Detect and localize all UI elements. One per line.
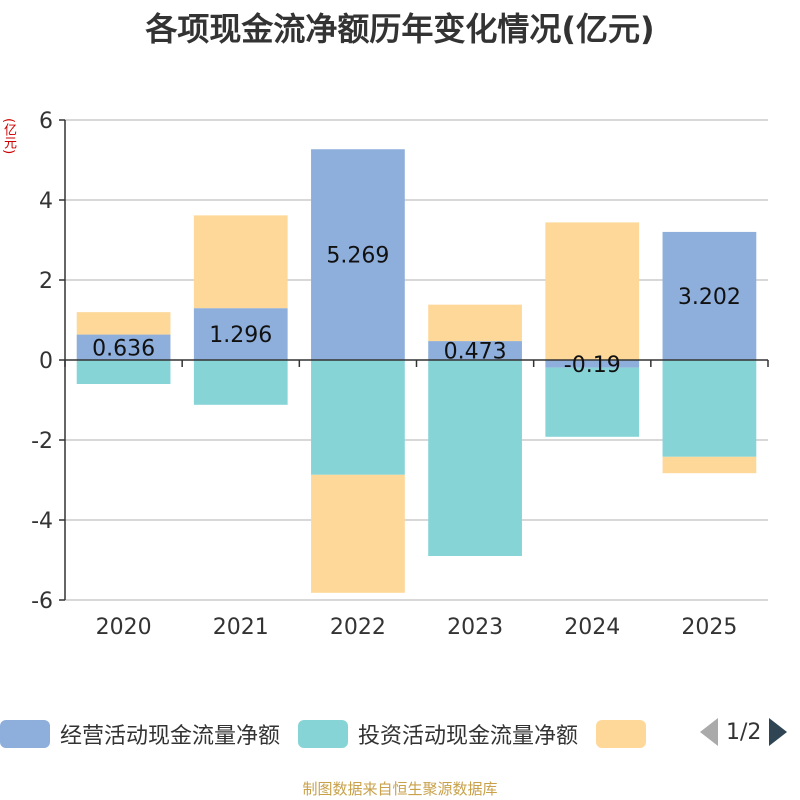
bar-3-2025	[662, 456, 757, 474]
legend-item-financing[interactable]	[596, 720, 656, 748]
data-label-2025: 3.202	[678, 285, 741, 310]
data-source-note: 制图数据来自恒生聚源数据库	[302, 780, 498, 798]
bar-3-2021	[193, 215, 288, 309]
y-tick-label: 0	[39, 349, 53, 374]
bar-3-2023	[428, 304, 522, 342]
bar-2-2022	[311, 360, 405, 475]
x-tick-label-2022: 2022	[330, 615, 386, 640]
axes: -6 -4 -2 0 2 4 6 2020 2021 2022 2023 2024 2025	[31, 109, 769, 640]
data-label-2024: -0.19	[564, 353, 621, 378]
data-label-2022: 5.269	[326, 244, 389, 269]
cashflow-chart: -6 -4 -2 0 2 4 6 2020 2021 2022 2023 2024 2025 0.636…	[31, 109, 769, 640]
bars	[76, 149, 757, 593]
bar-1-2020	[76, 334, 171, 360]
y-tick-label: -4	[31, 509, 53, 534]
x-tick-label-2024: 2024	[564, 615, 620, 640]
data-label-2021: 1.296	[209, 323, 272, 348]
bar-2-2020	[76, 360, 171, 384]
bar-2-2021	[193, 360, 288, 405]
data-label-2020: 0.636	[92, 336, 155, 361]
legend-page-indicator: 1/2	[726, 719, 762, 745]
bar-1-2023	[428, 341, 522, 360]
chart-title: 各项现金流净额历年变化情况(亿元)	[145, 10, 655, 48]
legend-swatch-financing	[596, 720, 647, 748]
legend-prev-icon[interactable]	[700, 718, 718, 746]
bar-3-2024	[545, 222, 640, 360]
bar-2-2025	[662, 360, 757, 457]
x-tick-label-2021: 2021	[213, 615, 269, 640]
bar-1-2025	[662, 231, 757, 360]
x-tick-label-2023: 2023	[447, 615, 503, 640]
legend-label-operating: 经营活动现金流量净额	[60, 724, 281, 749]
legend: 经营活动现金流量净额 投资活动现金流量净额 1/2	[0, 714, 800, 754]
y-tick-label: 2	[39, 269, 53, 294]
y-tick-label: 6	[39, 109, 53, 134]
bar-2-2023	[428, 360, 522, 556]
bar-1-2022	[311, 149, 405, 360]
bar-1-2024	[545, 360, 640, 368]
y-tick-label: 4	[39, 189, 53, 214]
data-labels: 0.636 1.296 5.269 0.473 -0.19 3.202	[92, 244, 741, 378]
legend-next-icon[interactable]	[769, 718, 788, 746]
bar-3-2020	[76, 312, 171, 335]
legend-pager: 1/2	[700, 718, 788, 746]
data-label-2023: 0.473	[444, 340, 507, 365]
y-axis-unit: (亿元)	[1, 118, 16, 155]
y-tick-label: -6	[31, 589, 53, 614]
legend-swatch-operating	[0, 720, 50, 748]
legend-item-investing[interactable]: 投资活动现金流量净额	[298, 718, 578, 750]
legend-label-investing: 投资活动现金流量净额	[358, 724, 579, 749]
bar-3-2022	[311, 474, 405, 593]
grid-lines	[65, 119, 768, 601]
legend-swatch-investing	[298, 720, 349, 748]
y-tick-label: -2	[31, 429, 53, 454]
bar-1-2021	[193, 308, 288, 360]
legend-item-operating[interactable]: 经营活动现金流量净额	[0, 718, 280, 750]
bar-2-2024	[545, 367, 640, 437]
x-tick-label-2020: 2020	[96, 615, 152, 640]
x-tick-label-2025: 2025	[681, 615, 737, 640]
